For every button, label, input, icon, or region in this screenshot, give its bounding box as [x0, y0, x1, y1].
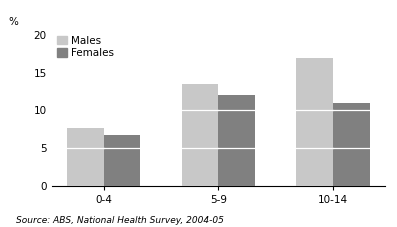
Bar	[67, 128, 104, 186]
Text: %: %	[8, 17, 18, 27]
Bar	[333, 103, 370, 186]
Bar	[104, 136, 140, 186]
Text: Source: ABS, National Health Survey, 2004-05: Source: ABS, National Health Survey, 200…	[16, 216, 224, 225]
Bar	[297, 57, 333, 186]
Bar	[181, 84, 218, 186]
Bar	[218, 95, 255, 186]
Legend: Males, Females: Males, Females	[57, 36, 114, 58]
